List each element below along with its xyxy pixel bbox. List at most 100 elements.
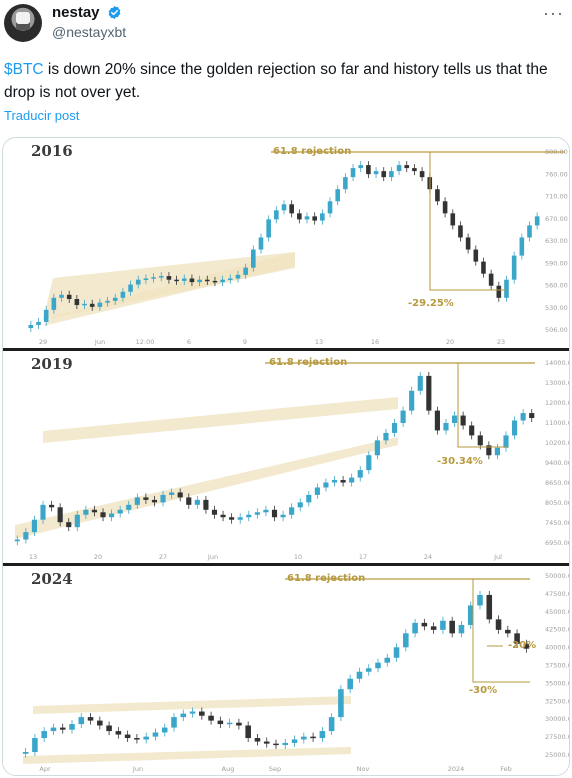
candle-body — [28, 324, 34, 329]
candle-body — [400, 410, 406, 423]
rejection-label: 61.8 rejection — [269, 357, 347, 368]
candle-body — [14, 539, 20, 542]
candle-body — [227, 278, 233, 280]
candle-body — [396, 165, 402, 172]
y-tick-label: 30000.00 — [545, 715, 569, 723]
author-name[interactable]: nestay — [52, 4, 100, 21]
candle-body — [366, 455, 372, 471]
candle-body — [66, 522, 72, 528]
panel-divider — [3, 563, 569, 566]
candle-body — [220, 279, 225, 283]
candle-body — [297, 213, 302, 220]
x-tick-label: Jul — [493, 553, 502, 561]
candle-body — [503, 435, 509, 448]
y-tick-label: 45000.00 — [545, 608, 569, 616]
avatar[interactable] — [4, 4, 42, 42]
x-tick-label: Feb — [500, 765, 512, 773]
candle-body — [69, 724, 75, 730]
x-tick-label: 20 — [446, 338, 454, 346]
candle-body — [203, 499, 209, 510]
candle-body — [59, 727, 66, 730]
candle-body — [419, 171, 425, 178]
candle-body — [440, 620, 446, 630]
x-tick-label: 9 — [243, 338, 247, 346]
candle-body — [494, 447, 500, 456]
candle-body — [151, 499, 158, 503]
candle-body — [409, 390, 415, 411]
drop-measure-line — [457, 363, 508, 448]
candle-body — [349, 477, 355, 483]
y-tick-label: 630.00 — [545, 237, 568, 245]
candle-body — [87, 717, 94, 721]
candle-body — [189, 711, 196, 714]
y-tick-label: 32500.00 — [545, 697, 569, 705]
candle-body — [319, 731, 326, 739]
candle-body — [505, 629, 511, 634]
chart-2024: 50000.00 47500.00 45000.00 42500.00 40000.00… — [3, 566, 569, 775]
candle-body — [442, 201, 448, 214]
candle-body — [488, 273, 494, 286]
candle-body — [289, 204, 294, 214]
candle-body — [458, 225, 463, 238]
candle-body — [393, 647, 400, 658]
candle-body — [426, 375, 432, 411]
cashtag-link[interactable]: $BTC — [4, 61, 44, 78]
candle-body — [301, 736, 307, 740]
candle-body — [217, 720, 224, 725]
candle-body — [51, 297, 57, 310]
candle-body — [327, 201, 333, 214]
candle-body — [49, 504, 55, 508]
candle-body — [271, 509, 278, 518]
candle-body — [328, 717, 335, 732]
candle-body — [120, 291, 126, 298]
y-tick-label: 35000.00 — [545, 679, 569, 687]
rejection-label: 61.8 rejection — [273, 146, 351, 157]
candle-body — [105, 300, 110, 303]
candle-body — [511, 255, 517, 280]
y-tick-label: 9400.00 — [545, 459, 569, 467]
more-dots-icon[interactable]: ··· — [543, 3, 564, 23]
candle-body — [404, 165, 410, 169]
chart-2016: 800.00 760.00 710.00 670.00 630.00 590.00 560.… — [3, 138, 569, 348]
candle-body — [486, 594, 493, 620]
author-handle[interactable]: @nestayxbt — [52, 24, 127, 40]
y-tick-label: 590.00 — [545, 259, 568, 267]
candle-body — [97, 720, 103, 726]
candle-body — [477, 594, 483, 606]
y-tick-label: 760.00 — [545, 170, 568, 178]
candle-body — [135, 279, 141, 285]
x-tick-label: 13 — [315, 338, 323, 346]
candle-body — [143, 497, 149, 500]
candle-body — [357, 470, 363, 478]
y-tick-label: 506.00 — [545, 326, 568, 334]
candle-body — [212, 280, 218, 283]
candle-body — [211, 509, 218, 515]
candle-body — [374, 440, 380, 456]
candle-body — [161, 727, 168, 733]
x-tick-label: 24 — [424, 553, 432, 561]
candle-body — [403, 633, 409, 648]
rejection-label: 61.8 rejection — [287, 573, 365, 584]
candle-body — [519, 237, 525, 256]
candle-body — [169, 492, 175, 495]
candle-body — [50, 727, 57, 732]
candle-body — [263, 509, 269, 513]
tweet-media-image[interactable]: 800.00 760.00 710.00 670.00 630.00 590.00 560.… — [2, 137, 570, 776]
candle-body — [57, 507, 63, 523]
candle-body — [226, 722, 233, 725]
candle-body — [112, 297, 118, 301]
drop-measure-line — [472, 579, 530, 683]
candle-body — [347, 678, 353, 690]
drop-percent-label: -20% — [508, 640, 536, 651]
candle-body — [32, 738, 38, 753]
x-tick-label: 17 — [359, 553, 367, 561]
candle-body — [412, 168, 417, 172]
candle-body — [384, 657, 391, 663]
candle-body — [291, 739, 298, 743]
candle-body — [117, 509, 123, 514]
y-tick-label: 40000.00 — [545, 644, 569, 652]
translate-link[interactable]: Traducir post — [4, 108, 80, 123]
x-tick-label: Nov — [357, 765, 370, 773]
candle-body — [460, 415, 466, 426]
candle-body — [435, 189, 440, 202]
